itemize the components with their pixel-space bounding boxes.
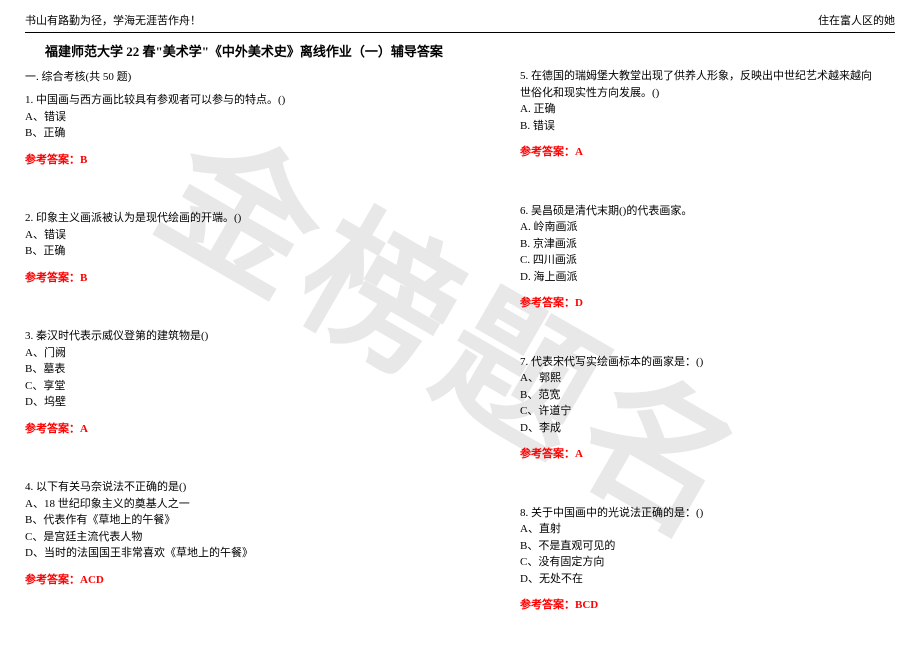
question-block: 7. 代表宋代写实绘画标本的画家是：() A、郭熙 B、范宽 C、许道宁 D、李… — [520, 354, 880, 463]
question-text: 5. 在德国的瑞姆堡大教堂出现了供养人形象，反映出中世纪艺术越来越向世俗化和现实… — [520, 68, 880, 101]
section-header: 一. 综合考核(共 50 题) — [25, 68, 445, 84]
answer: 参考答案：A — [520, 144, 880, 161]
question-text: 7. 代表宋代写实绘画标本的画家是：() — [520, 354, 880, 371]
option: D、无处不在 — [520, 571, 880, 588]
option: C、享堂 — [25, 378, 445, 395]
option: C、没有固定方向 — [520, 554, 880, 571]
option: A. 正确 — [520, 101, 880, 118]
option: C. 四川画派 — [520, 252, 880, 269]
option: A、直射 — [520, 521, 880, 538]
option: D、当时的法国国王非常喜欢《草地上的午餐》 — [25, 545, 445, 562]
answer: 参考答案：B — [25, 152, 445, 169]
option: C、许道宁 — [520, 403, 880, 420]
option: A、郭熙 — [520, 370, 880, 387]
header-right: 住在富人区的她 — [818, 12, 895, 28]
question-block: 6. 吴昌硕是清代末期()的代表画家。 A. 岭南画派 B. 京津画派 C. 四… — [520, 203, 880, 312]
answer: 参考答案：A — [520, 446, 880, 463]
question-text: 6. 吴昌硕是清代末期()的代表画家。 — [520, 203, 880, 220]
question-block: 3. 秦汉时代表示威仪登第的建筑物是() A、门阙 B、墓表 C、享堂 D、坞壁… — [25, 328, 445, 437]
options: A、错误 B、正确 — [25, 227, 445, 260]
page-header: 书山有路勤为径，学海无涯苦作舟！ 住在富人区的她 — [0, 0, 920, 32]
page-title: 福建师范大学 22 春"美术学"《中外美术史》离线作业（一）辅导答案 — [0, 41, 920, 68]
options: A、18 世纪印象主义的奠基人之一 B、代表作有《草地上的午餐》 C、是宫廷主流… — [25, 496, 445, 562]
option: B、墓表 — [25, 361, 445, 378]
options: A、错误 B、正确 — [25, 109, 445, 142]
answer: 参考答案：A — [25, 421, 445, 438]
option: B、不是直观可见的 — [520, 538, 880, 555]
right-column: 5. 在德国的瑞姆堡大教堂出现了供养人形象，反映出中世纪艺术越来越向世俗化和现实… — [460, 68, 895, 656]
option: C、是宫廷主流代表人物 — [25, 529, 445, 546]
question-text: 3. 秦汉时代表示威仪登第的建筑物是() — [25, 328, 445, 345]
option: D、李成 — [520, 420, 880, 437]
answer: 参考答案：D — [520, 295, 880, 312]
answer: 参考答案：B — [25, 270, 445, 287]
option: B. 错误 — [520, 118, 880, 135]
option: B、范宽 — [520, 387, 880, 404]
header-underline — [25, 32, 895, 33]
options: A、直射 B、不是直观可见的 C、没有固定方向 D、无处不在 — [520, 521, 880, 587]
question-text: 8. 关于中国画中的光说法正确的是：() — [520, 505, 880, 522]
option: A、错误 — [25, 227, 445, 244]
header-left: 书山有路勤为径，学海无涯苦作舟！ — [25, 12, 201, 28]
option: A、错误 — [25, 109, 445, 126]
question-block: 1. 中国画与西方画比较具有参观者可以参与的特点。() A、错误 B、正确 参考… — [25, 92, 445, 168]
question-block: 4. 以下有关马奈说法不正确的是() A、18 世纪印象主义的奠基人之一 B、代… — [25, 479, 445, 588]
question-block: 2. 印象主义画派被认为是现代绘画的开端。() A、错误 B、正确 参考答案：B — [25, 210, 445, 286]
option: B、正确 — [25, 243, 445, 260]
option: B、正确 — [25, 125, 445, 142]
left-column: 一. 综合考核(共 50 题) 1. 中国画与西方画比较具有参观者可以参与的特点… — [25, 68, 460, 656]
answer: 参考答案：BCD — [520, 597, 880, 614]
option: A、18 世纪印象主义的奠基人之一 — [25, 496, 445, 513]
question-block: 5. 在德国的瑞姆堡大教堂出现了供养人形象，反映出中世纪艺术越来越向世俗化和现实… — [520, 68, 880, 161]
options: A、郭熙 B、范宽 C、许道宁 D、李成 — [520, 370, 880, 436]
option: A. 岭南画派 — [520, 219, 880, 236]
columns-wrapper: 一. 综合考核(共 50 题) 1. 中国画与西方画比较具有参观者可以参与的特点… — [0, 68, 920, 656]
options: A. 岭南画派 B. 京津画派 C. 四川画派 D. 海上画派 — [520, 219, 880, 285]
option: B. 京津画派 — [520, 236, 880, 253]
option: B、代表作有《草地上的午餐》 — [25, 512, 445, 529]
option: A、门阙 — [25, 345, 445, 362]
question-text: 1. 中国画与西方画比较具有参观者可以参与的特点。() — [25, 92, 445, 109]
answer: 参考答案：ACD — [25, 572, 445, 589]
option: D、坞壁 — [25, 394, 445, 411]
option: D. 海上画派 — [520, 269, 880, 286]
page-content: 书山有路勤为径，学海无涯苦作舟！ 住在富人区的她 福建师范大学 22 春"美术学… — [0, 0, 920, 656]
options: A. 正确 B. 错误 — [520, 101, 880, 134]
question-block: 8. 关于中国画中的光说法正确的是：() A、直射 B、不是直观可见的 C、没有… — [520, 505, 880, 614]
question-text: 4. 以下有关马奈说法不正确的是() — [25, 479, 445, 496]
options: A、门阙 B、墓表 C、享堂 D、坞壁 — [25, 345, 445, 411]
question-text: 2. 印象主义画派被认为是现代绘画的开端。() — [25, 210, 445, 227]
